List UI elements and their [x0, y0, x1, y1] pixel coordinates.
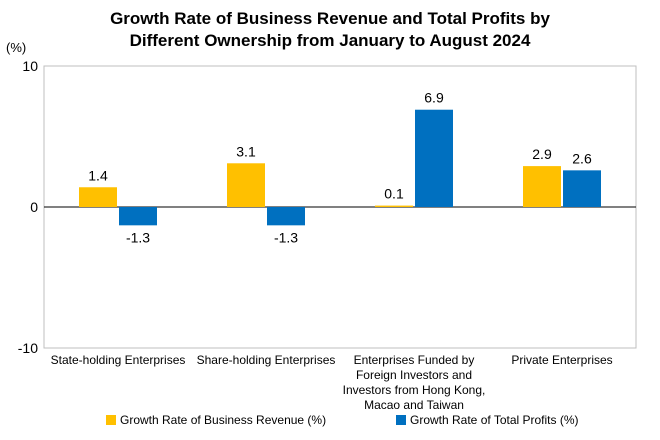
data-label: 2.6 — [572, 150, 592, 166]
plot: 10 0 -10 1.4 -1.3 State-holding Enterprises 3.… — [18, 58, 636, 412]
bar-series-1-cat-3 — [375, 205, 413, 207]
category-label: Enterprises Funded by — [354, 353, 475, 367]
category-label: Foreign Investors and — [356, 368, 472, 382]
data-label: 2.9 — [532, 146, 552, 162]
category-label: Share-holding Enterprises — [197, 353, 336, 367]
chart-title-line-1: Growth Rate of Business Revenue and Tota… — [110, 9, 550, 28]
data-label: 0.1 — [384, 186, 404, 202]
legend-label-1: Growth Rate of Business Revenue (%) — [120, 413, 326, 427]
data-label: 1.4 — [88, 167, 108, 183]
legend-swatch-1 — [106, 415, 116, 425]
category-label: Investors from Hong Kong, — [343, 383, 486, 397]
category-label: State-holding Enterprises — [51, 353, 186, 367]
y-tick-label: 10 — [22, 58, 38, 74]
data-label: 6.9 — [424, 90, 444, 106]
y-axis-unit: (%) — [6, 40, 26, 55]
data-label: -1.3 — [274, 229, 298, 245]
y-tick-label: 0 — [30, 199, 38, 215]
bar-series-2-cat-4 — [563, 170, 601, 207]
legend-swatch-2 — [396, 415, 406, 425]
bar-series-2-cat-1 — [119, 207, 157, 226]
category-label: Macao and Taiwan — [364, 398, 464, 412]
data-label: -1.3 — [126, 229, 150, 245]
bar-series-1-cat-2 — [227, 163, 265, 207]
data-label: 3.1 — [236, 143, 256, 159]
bar-series-1-cat-1 — [79, 187, 117, 207]
chart-title-line-2: Different Ownership from January to Augu… — [130, 31, 531, 50]
legend: Growth Rate of Business Revenue (%) Growt… — [106, 413, 579, 427]
y-tick-label: -10 — [18, 340, 38, 356]
legend-label-2: Growth Rate of Total Profits (%) — [410, 413, 579, 427]
bar-series-2-cat-2 — [267, 207, 305, 226]
bar-series-1-cat-4 — [523, 166, 561, 207]
category-label: Private Enterprises — [511, 353, 612, 367]
bar-series-2-cat-3 — [415, 109, 453, 207]
